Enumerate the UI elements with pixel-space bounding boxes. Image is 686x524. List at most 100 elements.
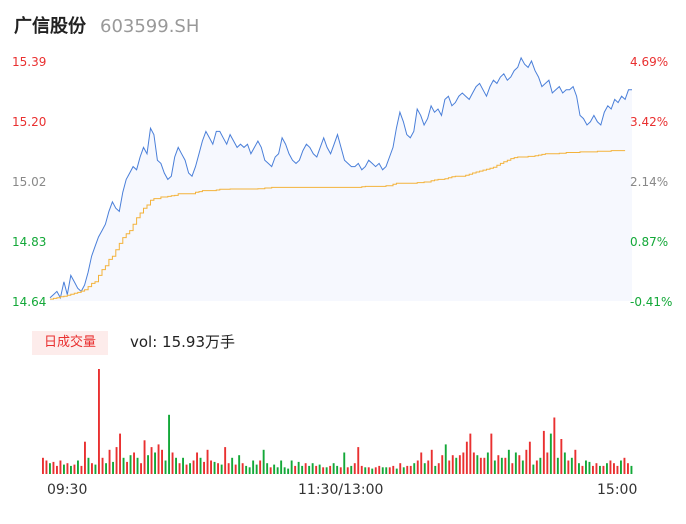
volume-bar: [416, 460, 419, 474]
volume-bar: [469, 433, 472, 474]
volume-bar: [535, 460, 538, 474]
volume-bar: [357, 447, 360, 474]
volume-bar: [77, 460, 79, 474]
volume-bar: [259, 460, 262, 474]
volume-bar: [217, 463, 219, 474]
percent-tick-right: 0.87%: [630, 235, 669, 249]
volume-bar: [245, 465, 248, 474]
volume-bar: [546, 452, 549, 474]
volume-bar: [248, 467, 251, 474]
volume-bar: [483, 457, 486, 474]
volume-bar: [301, 465, 304, 474]
volume-bar: [588, 461, 591, 474]
volume-bar: [122, 457, 125, 474]
volume-bar: [59, 460, 62, 474]
price-tick-left: 15.39: [12, 55, 47, 69]
volume-bar: [343, 452, 346, 474]
volume-bar: [613, 463, 615, 474]
volume-bar: [493, 460, 496, 474]
volume-bar: [458, 455, 461, 474]
volume-bar: [108, 449, 111, 474]
volume-bar: [84, 441, 86, 474]
volume-bar: [189, 463, 191, 474]
volume-bar: [395, 468, 398, 474]
volume-bar: [602, 465, 605, 474]
volume-bar: [182, 457, 184, 474]
percent-tick-right: 3.42%: [630, 115, 669, 129]
volume-bar: [311, 463, 314, 474]
volume-bar: [63, 464, 65, 474]
volume-bar: [154, 452, 156, 474]
stock-header: 广信股份 603599.SH: [14, 12, 199, 40]
volume-bar: [518, 455, 521, 474]
volume-bar: [168, 414, 170, 474]
volume-bar: [52, 461, 55, 474]
volume-bar: [437, 463, 440, 474]
volume-bar: [210, 460, 212, 474]
volume-bar: [255, 464, 258, 474]
volume-bar: [94, 464, 97, 474]
volume-bar: [378, 465, 381, 474]
volume-bar: [479, 457, 482, 474]
volume-bar: [623, 457, 626, 474]
volume-bar: [371, 468, 374, 474]
volume-bar: [126, 461, 128, 474]
volume-bar: [423, 463, 426, 474]
volume-bar: [385, 467, 388, 474]
volume-bar: [143, 440, 146, 474]
volume-bar: [462, 452, 465, 474]
stock-code: 603599.SH: [100, 16, 200, 37]
volume-badge: 日成交量: [32, 331, 108, 355]
volume-bar: [178, 463, 181, 474]
volume-bar: [388, 467, 391, 474]
volume-bar: [220, 464, 223, 474]
volume-bar: [336, 465, 339, 474]
volume-bar: [570, 457, 573, 474]
volume-bar: [455, 457, 458, 474]
price-tick-left: 15.20: [12, 115, 47, 129]
volume-panel: [42, 369, 633, 474]
volume-bar: [574, 449, 577, 474]
percent-tick-right: 2.14%: [630, 175, 669, 189]
volume-bar: [528, 441, 531, 474]
volume-bar: [91, 463, 93, 474]
volume-bar: [476, 455, 479, 474]
volume-bar: [630, 465, 633, 474]
price-panel: [49, 56, 632, 301]
volume-bar: [427, 460, 430, 474]
volume-bar: [367, 467, 370, 474]
volume-bar: [45, 460, 48, 474]
volume-bar: [329, 465, 332, 474]
volume-bar: [465, 441, 468, 474]
volume-bar: [360, 465, 363, 474]
percent-tick-right: -0.41%: [630, 295, 673, 309]
volume-bar: [413, 463, 416, 474]
volume-bar: [350, 465, 353, 474]
volume-bar: [472, 452, 475, 474]
volume-bar: [448, 460, 451, 474]
average-price-line: [50, 150, 626, 300]
volume-bar: [560, 439, 563, 474]
volume-bar: [266, 463, 269, 474]
price-tick-left: 14.64: [12, 295, 47, 309]
volume-bar: [490, 433, 493, 474]
volume-bar: [157, 444, 160, 474]
volume-bar: [112, 461, 114, 474]
volume-bar: [199, 457, 202, 474]
volume-bar: [434, 465, 437, 474]
volume-bar: [556, 457, 559, 474]
volume-bar: [262, 449, 265, 474]
volume-bar: [101, 457, 104, 474]
volume-bar: [304, 463, 307, 474]
volume-bar: [238, 455, 241, 474]
price-tick-left: 15.02: [12, 175, 47, 189]
volume-bar: [297, 461, 300, 474]
price-tick-left: 14.83: [12, 235, 47, 249]
volume-bar: [332, 463, 335, 474]
volume-bar: [325, 467, 328, 474]
volume-bar: [620, 460, 622, 474]
volume-bar: [308, 465, 311, 474]
volume-bar: [287, 468, 290, 474]
volume-bar: [136, 457, 139, 474]
